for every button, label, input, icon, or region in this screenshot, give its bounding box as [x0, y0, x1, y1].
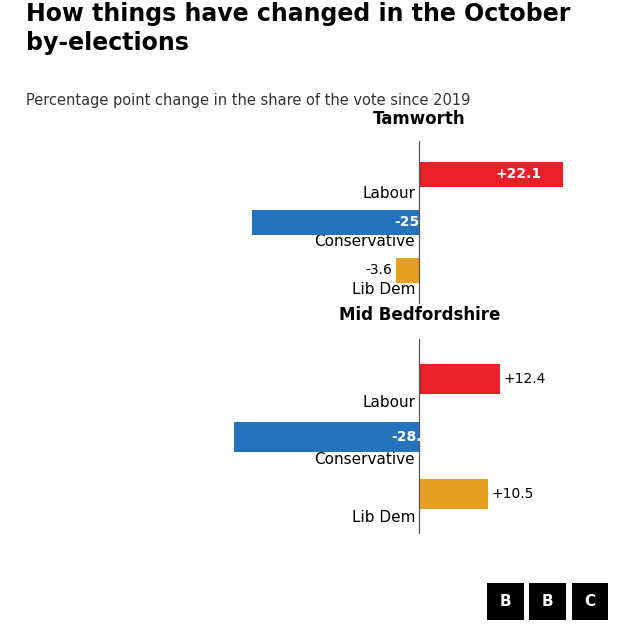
Text: B: B: [542, 594, 554, 609]
Text: +12.4: +12.4: [504, 372, 547, 387]
Text: Conservative: Conservative: [315, 452, 415, 467]
Bar: [252, 210, 419, 235]
Text: +22.1: +22.1: [495, 168, 541, 181]
Bar: [419, 162, 563, 187]
Text: -28.6: -28.6: [392, 430, 432, 444]
Bar: [396, 258, 419, 283]
Text: Lib Dem: Lib Dem: [352, 509, 415, 525]
Text: Conservative: Conservative: [315, 234, 415, 249]
Text: Lib Dem: Lib Dem: [352, 282, 415, 297]
Text: Tamworth: Tamworth: [373, 109, 466, 128]
Bar: [234, 422, 419, 452]
Text: B: B: [500, 594, 511, 609]
Text: -25.7: -25.7: [394, 216, 435, 229]
Text: Labour: Labour: [362, 395, 415, 410]
Text: +10.5: +10.5: [492, 487, 534, 501]
Bar: [419, 364, 500, 394]
Text: Labour: Labour: [362, 186, 415, 201]
Text: How things have changed in the October
by-elections: How things have changed in the October b…: [26, 2, 570, 54]
Text: Percentage point change in the share of the vote since 2019: Percentage point change in the share of …: [26, 93, 470, 108]
Text: -3.6: -3.6: [365, 264, 392, 277]
Bar: [572, 583, 608, 620]
Text: C: C: [584, 594, 595, 609]
Text: Mid Bedfordshire: Mid Bedfordshire: [339, 305, 500, 324]
Bar: [529, 583, 566, 620]
Bar: [487, 583, 524, 620]
Bar: [419, 479, 488, 509]
